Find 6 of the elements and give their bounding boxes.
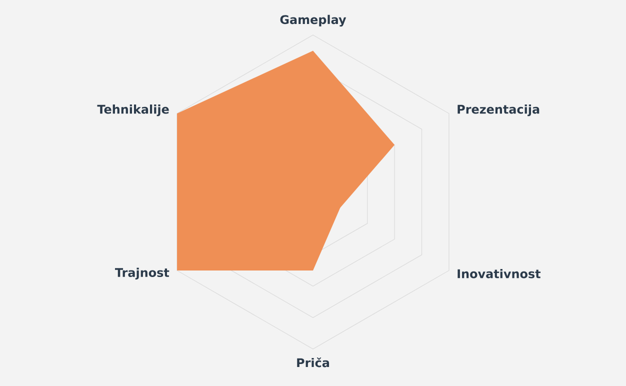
spoke-label: Tehnikalije: [97, 104, 169, 116]
spoke-label: Trajnost: [115, 268, 170, 280]
spoke-label: Gameplay: [280, 14, 346, 27]
spoke-label: Priča: [297, 357, 330, 368]
spoke-label: Inovativnost: [458, 269, 541, 278]
spoke-label: Prezentacija: [458, 104, 540, 116]
